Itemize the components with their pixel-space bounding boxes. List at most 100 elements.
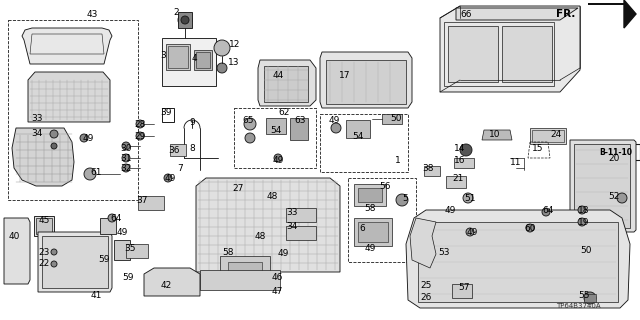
Text: 26: 26 bbox=[420, 293, 432, 302]
Text: 32: 32 bbox=[120, 164, 132, 172]
Circle shape bbox=[136, 132, 144, 140]
Bar bbox=[424, 166, 440, 176]
Polygon shape bbox=[456, 8, 578, 20]
Bar bbox=[220, 256, 270, 278]
Text: 23: 23 bbox=[38, 247, 50, 257]
Bar bbox=[348, 178, 416, 262]
Circle shape bbox=[122, 154, 130, 162]
Text: 25: 25 bbox=[420, 282, 432, 291]
Text: 29: 29 bbox=[134, 132, 146, 140]
Bar bbox=[346, 120, 370, 138]
Circle shape bbox=[181, 16, 189, 24]
Circle shape bbox=[274, 154, 282, 162]
Bar bbox=[168, 46, 188, 68]
Text: 57: 57 bbox=[458, 284, 470, 292]
Text: 35: 35 bbox=[124, 244, 136, 252]
Text: 16: 16 bbox=[454, 156, 466, 164]
Circle shape bbox=[542, 208, 550, 216]
Polygon shape bbox=[4, 218, 30, 284]
Text: 1: 1 bbox=[395, 156, 401, 164]
Text: 41: 41 bbox=[90, 292, 102, 300]
Text: 15: 15 bbox=[532, 143, 544, 153]
Circle shape bbox=[122, 164, 130, 172]
Polygon shape bbox=[196, 178, 340, 272]
Text: 14: 14 bbox=[454, 143, 466, 153]
Text: 31: 31 bbox=[120, 154, 132, 163]
Text: 6: 6 bbox=[359, 223, 365, 233]
Text: 24: 24 bbox=[550, 130, 562, 139]
Text: 52: 52 bbox=[608, 191, 620, 201]
Circle shape bbox=[578, 218, 586, 226]
Bar bbox=[358, 188, 382, 202]
Circle shape bbox=[217, 63, 227, 73]
Bar bbox=[162, 38, 216, 86]
Text: 2: 2 bbox=[173, 7, 179, 17]
Text: 38: 38 bbox=[422, 164, 434, 172]
Text: 49: 49 bbox=[83, 133, 93, 142]
Bar bbox=[454, 158, 474, 168]
Polygon shape bbox=[170, 144, 186, 156]
Bar bbox=[42, 236, 108, 288]
Circle shape bbox=[617, 193, 627, 203]
Bar bbox=[446, 176, 466, 188]
Circle shape bbox=[463, 193, 473, 203]
Text: 49: 49 bbox=[277, 250, 289, 259]
Bar bbox=[162, 108, 174, 122]
Text: 5: 5 bbox=[402, 194, 408, 203]
Text: TP64B3740A: TP64B3740A bbox=[556, 303, 600, 309]
Text: 4: 4 bbox=[191, 53, 197, 62]
Bar bbox=[36, 218, 52, 234]
Polygon shape bbox=[580, 146, 592, 158]
Text: B-11-10: B-11-10 bbox=[600, 148, 632, 156]
Text: 20: 20 bbox=[608, 154, 620, 163]
Polygon shape bbox=[258, 60, 316, 106]
Polygon shape bbox=[200, 270, 280, 290]
Text: 49: 49 bbox=[164, 173, 176, 182]
Text: 8: 8 bbox=[189, 143, 195, 153]
Text: 27: 27 bbox=[232, 183, 244, 193]
Polygon shape bbox=[28, 72, 110, 122]
Circle shape bbox=[584, 292, 596, 304]
Polygon shape bbox=[410, 218, 436, 268]
Bar bbox=[584, 294, 596, 302]
Text: 64: 64 bbox=[110, 213, 122, 222]
Text: 58: 58 bbox=[364, 204, 376, 212]
Circle shape bbox=[51, 249, 57, 255]
Bar bbox=[320, 114, 408, 172]
Bar bbox=[34, 216, 54, 236]
Text: 55: 55 bbox=[579, 292, 589, 300]
Circle shape bbox=[214, 40, 230, 56]
Text: FR.: FR. bbox=[556, 9, 575, 19]
Bar bbox=[418, 222, 618, 302]
Polygon shape bbox=[114, 240, 130, 260]
Text: 33: 33 bbox=[286, 207, 298, 217]
Text: 51: 51 bbox=[464, 194, 476, 203]
Text: 56: 56 bbox=[380, 181, 391, 190]
Text: 44: 44 bbox=[273, 70, 284, 79]
Bar bbox=[8, 20, 138, 200]
Text: 54: 54 bbox=[352, 132, 364, 140]
Polygon shape bbox=[144, 268, 200, 296]
Circle shape bbox=[526, 224, 534, 232]
Polygon shape bbox=[22, 28, 112, 64]
Circle shape bbox=[396, 194, 408, 206]
Circle shape bbox=[51, 261, 57, 267]
Polygon shape bbox=[320, 52, 412, 108]
Text: 11: 11 bbox=[510, 157, 522, 166]
Circle shape bbox=[80, 134, 88, 142]
Bar bbox=[448, 26, 498, 82]
Text: 37: 37 bbox=[136, 196, 148, 204]
Text: 10: 10 bbox=[489, 130, 500, 139]
Polygon shape bbox=[406, 210, 630, 308]
Text: 46: 46 bbox=[271, 274, 283, 283]
Polygon shape bbox=[100, 218, 116, 234]
Bar bbox=[286, 208, 316, 222]
Text: 49: 49 bbox=[444, 205, 456, 214]
Polygon shape bbox=[264, 66, 308, 102]
Bar bbox=[166, 44, 190, 70]
Bar bbox=[290, 118, 308, 140]
Text: 21: 21 bbox=[452, 173, 464, 182]
Text: 53: 53 bbox=[438, 247, 450, 257]
Text: 7: 7 bbox=[177, 164, 183, 172]
Circle shape bbox=[136, 120, 144, 128]
